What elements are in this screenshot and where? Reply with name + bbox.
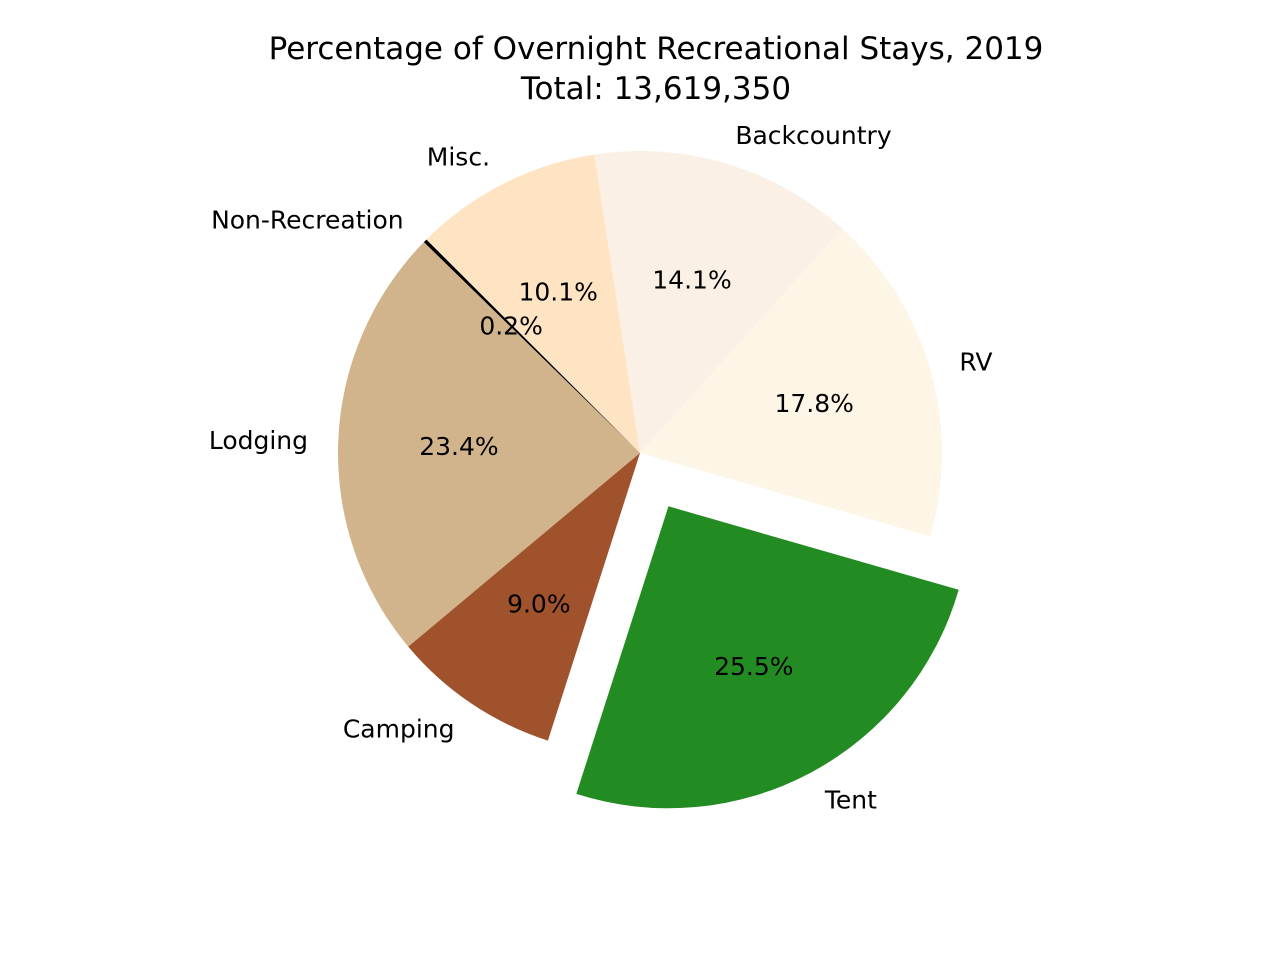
slice-percent-label: 10.1%: [518, 277, 597, 306]
chart-subtitle: Total: 13,619,350: [520, 71, 791, 107]
slice-label: Lodging: [209, 426, 308, 455]
slice-percent-label: 0.2%: [479, 312, 543, 341]
pie-slice-misc: [426, 154, 640, 453]
slice-percent-label: 17.8%: [775, 389, 854, 418]
slice-label: Tent: [824, 785, 877, 814]
slice-label: Camping: [343, 715, 455, 744]
slice-percent-label: 14.1%: [652, 265, 731, 294]
pie-slice-non-recreation: [423, 239, 640, 453]
pie-slice-rv: [640, 228, 942, 537]
slice-percent-label: 9.0%: [507, 589, 571, 618]
pie-slice-tent: [576, 506, 959, 809]
chart-title: Percentage of Overnight Recreational Sta…: [269, 31, 1044, 67]
pie-slices: [337, 151, 959, 809]
pie-slice-backcountry: [594, 151, 843, 453]
slice-percent-label: 25.5%: [714, 652, 793, 681]
pie-slice-camping: [408, 453, 640, 741]
pie-slice-lodging: [337, 242, 640, 647]
slice-label: Non-Recreation: [211, 206, 404, 235]
slice-label: Misc.: [427, 143, 490, 172]
slice-label: Backcountry: [735, 121, 892, 150]
slice-label: RV: [959, 348, 992, 377]
slice-percent-label: 23.4%: [419, 432, 498, 461]
pie-labels: Non-Recreation 0.2% Lodging 23.4% Camping 9.0…: [209, 121, 993, 815]
